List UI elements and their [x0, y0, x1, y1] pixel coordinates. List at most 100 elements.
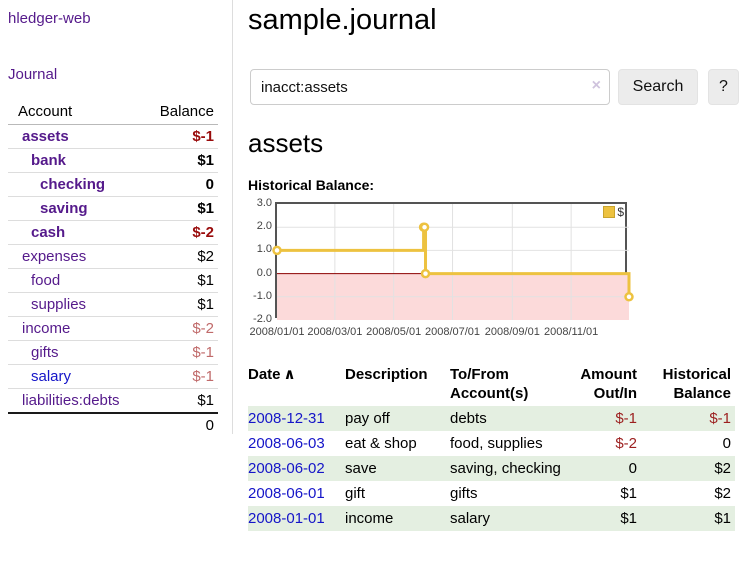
y-axis-tick-label: -1.0 [253, 289, 272, 302]
account-link-salary[interactable]: salary [31, 368, 72, 385]
chart-plot[interactable] [272, 202, 634, 320]
y-axis-tick-label: 3.0 [256, 197, 272, 209]
account-link-checking[interactable]: checking [40, 176, 106, 193]
account-balance: $-1 [140, 364, 218, 389]
register-header-amount: Amount Out/In [580, 366, 637, 402]
y-axis-tick-label: 0.0 [256, 266, 272, 279]
transaction-amount: 0 [628, 460, 637, 477]
register-header-description: Description [345, 366, 428, 383]
y-axis-tick-label: 1.0 [256, 243, 272, 256]
account-balance: $1 [140, 148, 218, 173]
transaction-accounts: gifts [450, 485, 478, 502]
account-row: expenses $2 [8, 244, 218, 269]
x-axis-tick-label: 2008/11/01 [544, 326, 599, 338]
transaction-date-link[interactable]: 2008-06-03 [248, 435, 325, 452]
transaction-description: gift [345, 485, 366, 502]
transaction-description: income [345, 510, 394, 527]
sidebar: hledger-web Journal Account Balance asse… [0, 0, 233, 434]
account-link-bank[interactable]: bank [31, 152, 67, 169]
account-link-gifts[interactable]: gifts [31, 344, 59, 361]
account-balance: $-1 [140, 124, 218, 149]
register-header-date[interactable]: Date ∧ [248, 366, 296, 383]
transaction-accounts: saving, checking [450, 460, 561, 477]
account-link-food[interactable]: food [31, 272, 61, 289]
transaction-accounts: salary [450, 510, 491, 527]
account-link-cash[interactable]: cash [31, 224, 66, 241]
account-balance: 0 [140, 172, 218, 197]
account-link-income[interactable]: income [22, 320, 71, 337]
transaction-balance: $2 [714, 460, 731, 477]
transaction-amount: $1 [620, 510, 637, 527]
x-axis-tick-label: 2008/03/01 [307, 326, 363, 338]
account-row: supplies $1 [8, 292, 218, 317]
account-row: cash $-2 [8, 220, 218, 245]
account-balance: $1 [140, 196, 218, 221]
account-link-supplies[interactable]: supplies [31, 296, 87, 313]
account-balance: $-1 [140, 340, 218, 365]
account-row: liabilities:debts $1 [8, 388, 218, 414]
clear-search-icon[interactable]: × [591, 77, 601, 94]
transaction-row: 2008-01-01 income salary $1 $1 [248, 506, 735, 531]
account-balance: $-2 [140, 316, 218, 341]
search-form: × Search ? [250, 69, 742, 105]
x-axis-tick-label: 2008/07/01 [424, 326, 481, 338]
transaction-accounts: food, supplies [450, 435, 543, 452]
register-header-accounts: To/From Account(s) [450, 366, 529, 402]
account-row: food $1 [8, 268, 218, 293]
historical-balance-chart: $ 3.0 2.0 1.0 0.0 -1.0 -2.0 2008/01/01 2008/03/… [248, 196, 742, 348]
account-link-expenses[interactable]: expenses [22, 248, 87, 265]
y-axis-tick-label: -2.0 [253, 313, 272, 325]
transaction-amount: $-2 [615, 435, 637, 452]
account-row: checking 0 [8, 172, 218, 197]
accounts-header-balance: Balance [140, 100, 218, 125]
account-row: gifts $-1 [8, 340, 218, 365]
accounts-table: Account Balance assets $-1 bank $1 check… [8, 100, 218, 437]
main-content: sample.journal × Search ? assets Histori… [248, 0, 742, 582]
accounts-header-account: Account [8, 100, 141, 125]
account-balance: $-2 [140, 220, 218, 245]
account-link-liabilities-debts[interactable]: liabilities:debts [22, 392, 120, 409]
transaction-date-link[interactable]: 2008-06-01 [248, 485, 325, 502]
x-axis-tick-label: 2008/05/01 [366, 326, 422, 338]
register-header-row: Date ∧ Description To/From Account(s) Amo… [248, 362, 735, 406]
chart-title: Historical Balance: [248, 177, 375, 193]
transaction-amount: $1 [620, 485, 637, 502]
transaction-balance: $1 [714, 510, 731, 527]
register-table: Date ∧ Description To/From Account(s) Amo… [248, 362, 735, 531]
account-balance: $1 [140, 388, 218, 414]
transaction-description: pay off [345, 410, 390, 427]
app-title-link[interactable]: hledger-web [8, 10, 91, 27]
search-button[interactable]: Search [618, 69, 698, 105]
account-link-saving[interactable]: saving [40, 200, 88, 217]
help-button[interactable]: ? [708, 69, 739, 105]
accounts-header-row: Account Balance [8, 100, 218, 125]
account-balance: $2 [140, 244, 218, 269]
register-header-balance: Historical Balance [662, 366, 731, 402]
account-row: income $-2 [8, 316, 218, 341]
transaction-date-link[interactable]: 2008-01-01 [248, 510, 325, 527]
search-input[interactable] [250, 69, 610, 105]
y-axis-tick-label: 2.0 [256, 220, 272, 233]
transaction-accounts: debts [450, 410, 487, 427]
accounts-total-row: 0 [8, 413, 218, 437]
sidebar-item-journal[interactable]: Journal [8, 66, 58, 83]
transaction-balance: 0 [722, 435, 731, 452]
page-title: sample.journal [248, 4, 437, 36]
x-axis-tick-label: 2008/01/01 [249, 326, 305, 338]
transaction-row: 2008-06-02 save saving, checking 0 $2 [248, 456, 735, 481]
accounts-total-value: 0 [205, 417, 214, 434]
account-balance: $1 [140, 292, 218, 317]
account-row: bank $1 [8, 148, 218, 173]
x-axis-tick-label: 2008/09/01 [484, 326, 540, 338]
account-balance: $1 [140, 268, 218, 293]
account-heading: assets [248, 128, 324, 158]
sort-asc-icon: ∧ [283, 366, 296, 383]
transaction-date-link[interactable]: 2008-06-02 [248, 460, 325, 477]
transaction-date-link[interactable]: 2008-12-31 [248, 410, 325, 427]
transaction-row: 2008-06-03 eat & shop food, supplies $-2… [248, 431, 735, 456]
account-link-assets[interactable]: assets [22, 128, 69, 145]
account-row: salary $-1 [8, 364, 218, 389]
transaction-row: 2008-06-01 gift gifts $1 $2 [248, 481, 735, 506]
transaction-balance: $2 [714, 485, 731, 502]
transaction-description: eat & shop [345, 435, 417, 452]
